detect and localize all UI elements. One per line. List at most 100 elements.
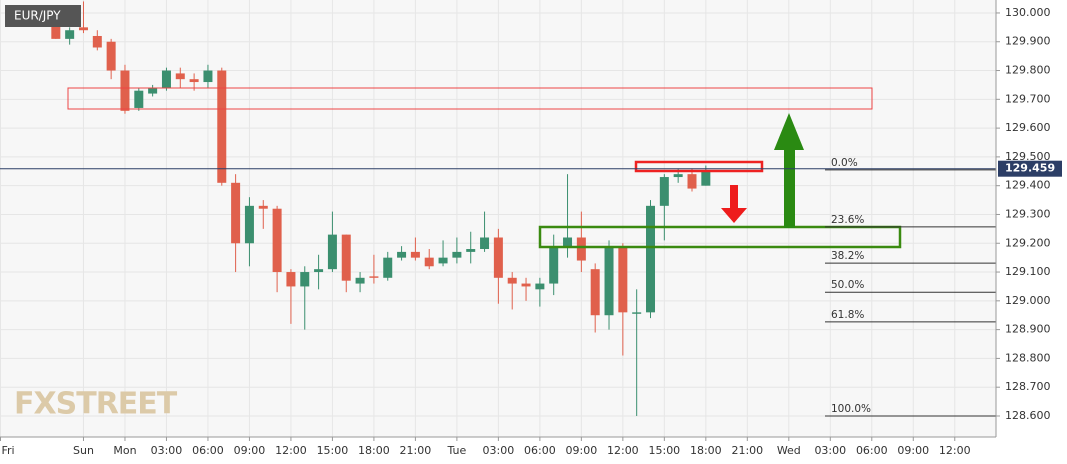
x-tick-label: 21:00: [731, 444, 763, 457]
candle-body: [231, 182, 241, 244]
candle-body: [701, 171, 711, 186]
x-tick-label: 06:00: [524, 444, 556, 457]
support-zone: [538, 225, 902, 249]
x-tick-label: Fri: [2, 444, 15, 457]
y-tick-label: 129.400: [1005, 179, 1051, 192]
x-tick-label: 03:00: [151, 444, 183, 457]
candle-body: [189, 79, 199, 83]
x-tick-label: Mon: [113, 444, 136, 457]
fib-label: 100.0%: [831, 403, 871, 415]
x-tick-label: Sun: [73, 444, 94, 457]
y-tick-label: 128.800: [1005, 351, 1051, 364]
candles: [51, 1, 711, 416]
candle-body: [244, 205, 254, 244]
y-tick-label: 130.000: [1005, 6, 1051, 19]
y-tick-label: 128.600: [1005, 409, 1051, 422]
x-tick-label: 12:00: [607, 444, 639, 457]
candle-body: [134, 90, 144, 108]
x-tick-label: 09:00: [897, 444, 929, 457]
x-tick-label: 18:00: [358, 444, 390, 457]
candle-body: [590, 269, 600, 316]
x-tick-label: 06:00: [856, 444, 888, 457]
chart-title: EUR/JPY: [14, 9, 61, 23]
last-price-tag: [998, 160, 1062, 177]
candle-body: [120, 70, 130, 111]
candle-body: [300, 272, 310, 287]
fib-label: 23.6%: [831, 214, 864, 226]
x-tick-label: 18:00: [690, 444, 722, 457]
candle-body: [604, 246, 614, 316]
grid: [0, 0, 996, 437]
x-tick-label: 21:00: [400, 444, 432, 457]
candle-body: [452, 251, 462, 258]
candle-body: [148, 87, 158, 94]
y-tick-label: 129.500: [1005, 150, 1051, 163]
x-tick-label: 15:00: [317, 444, 349, 457]
up-arrow: [774, 113, 804, 228]
fib-label: 0.0%: [831, 157, 858, 169]
candle-body: [217, 70, 227, 183]
candle-body: [203, 70, 213, 83]
candle-body: [92, 35, 102, 48]
y-tick-label: 128.900: [1005, 323, 1051, 336]
candle-body: [424, 257, 434, 267]
candle-body: [51, 18, 61, 39]
candle-body: [369, 276, 379, 278]
candle-body: [507, 277, 517, 284]
candle-body: [327, 234, 337, 270]
y-tick-label: 129.100: [1005, 265, 1051, 278]
y-tick-label: 129.900: [1005, 35, 1051, 48]
x-tick-label: Wed: [777, 444, 801, 457]
candle-body: [466, 249, 476, 252]
candle-body: [535, 283, 545, 290]
resistance-zone: [67, 87, 873, 110]
y-tick-label: 129.700: [1005, 92, 1051, 105]
candle-body: [549, 246, 559, 284]
top-zone: [634, 160, 764, 173]
candle-body: [175, 73, 185, 80]
overlays: 0.0% 23.6% 38.2% 50.0% 61.8% 100.0%: [0, 157, 996, 417]
candle-body: [314, 269, 324, 273]
x-tick-label: 06:00: [192, 444, 224, 457]
y-tick-label: 129.000: [1005, 294, 1051, 307]
candle-body: [106, 41, 116, 71]
candle-body: [632, 312, 642, 314]
y-tick-label: 129.800: [1005, 64, 1051, 77]
x-tick-label: Tue: [446, 444, 466, 457]
x-tick-label: 03:00: [814, 444, 846, 457]
candle-body: [659, 177, 669, 206]
y-tick-label: 129.600: [1005, 121, 1051, 134]
candle-body: [618, 246, 628, 313]
y-tick-label: 129.300: [1005, 207, 1051, 220]
candle-body: [78, 27, 88, 31]
candle-body: [397, 251, 407, 258]
down-arrow: [721, 185, 747, 223]
x-tick-label: 15:00: [648, 444, 680, 457]
fib-label: 50.0%: [831, 279, 864, 291]
candle-body: [493, 237, 503, 278]
x-tick-label: 12:00: [939, 444, 971, 457]
candle-body: [341, 234, 351, 281]
candle-body: [272, 208, 282, 273]
x-tick-label: 03:00: [483, 444, 515, 457]
candle-body: [258, 205, 268, 209]
candle-body: [410, 251, 420, 258]
candle-body: [480, 237, 490, 250]
candle-body: [65, 30, 75, 39]
y-tick-label: 129.200: [1005, 236, 1051, 249]
candle-body: [673, 174, 683, 178]
x-tick-label: 09:00: [566, 444, 598, 457]
x-tick-label: 12:00: [275, 444, 307, 457]
candle-body: [383, 257, 393, 278]
watermark: FXSTREET: [14, 387, 178, 422]
candle-body: [563, 237, 573, 247]
fib-label: 61.8%: [831, 309, 864, 321]
candle-body: [161, 70, 171, 88]
candle-body: [355, 277, 365, 284]
candle-body: [521, 283, 531, 287]
y-tick-label: 128.700: [1005, 380, 1051, 393]
candle-body: [646, 205, 656, 313]
fib-label: 38.2%: [831, 250, 864, 262]
symbol-box: [5, 5, 81, 27]
